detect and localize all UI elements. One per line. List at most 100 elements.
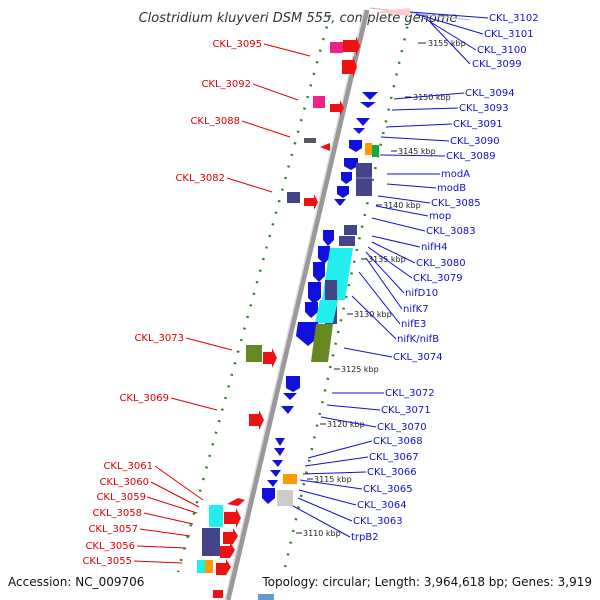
gene-label[interactable]: CKL_3094 bbox=[465, 88, 515, 99]
gene-label[interactable]: CKL_3073 bbox=[134, 333, 184, 344]
gene-label[interactable]: CKL_3092 bbox=[201, 79, 251, 90]
gene-navy[interactable] bbox=[344, 225, 357, 235]
gene-label[interactable]: CKL_3069 bbox=[119, 393, 169, 404]
gene-label[interactable]: CKL_3055 bbox=[82, 556, 132, 567]
gene-label[interactable]: CKL_3072 bbox=[385, 388, 435, 399]
gene-label[interactable]: CKL_3090 bbox=[450, 136, 500, 147]
gene-arrow[interactable] bbox=[267, 480, 278, 487]
gene-label[interactable]: CKL_3095 bbox=[212, 39, 262, 50]
gene-label[interactable]: CKL_3093 bbox=[459, 103, 509, 114]
gene-label[interactable]: CKL_3102 bbox=[489, 13, 539, 24]
gene-label[interactable]: CKL_3066 bbox=[367, 467, 417, 478]
gene-grey[interactable] bbox=[277, 490, 293, 506]
gene-label[interactable]: CKL_3059 bbox=[96, 492, 146, 503]
gene-label[interactable]: trpB2 bbox=[351, 532, 379, 543]
gene-arrow[interactable] bbox=[216, 559, 231, 575]
gene-label[interactable]: CKL_3074 bbox=[393, 352, 443, 363]
gene-grey[interactable] bbox=[304, 138, 316, 143]
gene-arrow[interactable] bbox=[274, 448, 285, 456]
gene-arrow[interactable] bbox=[281, 406, 294, 414]
gene-label[interactable]: CKL_3057 bbox=[88, 524, 138, 535]
gene-orange[interactable] bbox=[205, 560, 213, 573]
gene-arrow[interactable] bbox=[270, 470, 281, 477]
gene-arrow[interactable] bbox=[286, 376, 300, 392]
gene-arrow[interactable] bbox=[305, 302, 318, 318]
gene-label[interactable]: mop bbox=[429, 211, 451, 222]
gene-arrow[interactable] bbox=[334, 199, 346, 206]
gene-label[interactable]: CKL_3060 bbox=[99, 477, 149, 488]
gene-label[interactable]: CKL_3088 bbox=[190, 116, 240, 127]
gene-arrow[interactable] bbox=[360, 102, 376, 108]
gene-label[interactable]: CKL_3056 bbox=[85, 541, 135, 552]
gene-label[interactable]: CKL_3085 bbox=[431, 198, 481, 209]
gene-arrow[interactable] bbox=[262, 488, 275, 504]
gene-label[interactable]: CKL_3058 bbox=[92, 508, 142, 519]
gene-label[interactable]: CKL_3100 bbox=[477, 45, 527, 56]
gene-arrow[interactable] bbox=[223, 528, 238, 544]
gene-arrow[interactable] bbox=[343, 36, 360, 56]
gene-arrow[interactable] bbox=[272, 460, 283, 467]
gene-orange[interactable] bbox=[365, 143, 372, 155]
gene-label[interactable]: CKL_3101 bbox=[484, 29, 534, 40]
gene-label[interactable]: nifE3 bbox=[401, 319, 426, 330]
gene-arrow[interactable] bbox=[304, 194, 318, 210]
gene-label[interactable]: nifD10 bbox=[405, 288, 438, 299]
gene-label[interactable]: CKL_3065 bbox=[363, 484, 413, 495]
gene-arrow[interactable] bbox=[356, 118, 370, 126]
gene-label[interactable]: CKL_3089 bbox=[446, 151, 496, 162]
gene-label[interactable]: CKL_3061 bbox=[103, 461, 153, 472]
gene-arrow[interactable] bbox=[249, 410, 264, 430]
gene-arrow[interactable] bbox=[320, 143, 330, 151]
gene-label[interactable]: CKL_3083 bbox=[426, 226, 476, 237]
gene-label[interactable]: nifK7 bbox=[403, 304, 429, 315]
gene-navy[interactable] bbox=[202, 528, 220, 556]
gene-label[interactable]: nifK/nifB bbox=[397, 334, 439, 345]
gene-arrow[interactable] bbox=[349, 140, 362, 152]
gene-label[interactable]: CKL_3064 bbox=[357, 500, 407, 511]
gene-arrow[interactable] bbox=[224, 508, 241, 528]
gene-label[interactable]: CKL_3068 bbox=[373, 436, 423, 447]
gene-arrow[interactable] bbox=[342, 56, 357, 78]
gene-olive[interactable] bbox=[246, 345, 262, 362]
gene-arrow[interactable] bbox=[323, 230, 334, 246]
gene-orange[interactable] bbox=[283, 474, 297, 484]
gene-label[interactable]: CKL_3099 bbox=[472, 59, 522, 70]
gene-arrow[interactable] bbox=[308, 282, 321, 304]
gene-navy[interactable] bbox=[356, 163, 372, 196]
gene-red[interactable] bbox=[213, 590, 223, 598]
gene-arrow[interactable] bbox=[362, 92, 378, 100]
gene-label[interactable]: CKL_3071 bbox=[381, 405, 431, 416]
gene-blue-bottom[interactable] bbox=[258, 594, 274, 600]
gene-arrow[interactable] bbox=[263, 348, 277, 368]
gene-navy[interactable] bbox=[339, 236, 355, 246]
gene-arrow[interactable] bbox=[227, 498, 245, 506]
gene-arrow[interactable] bbox=[344, 158, 358, 170]
gene-label[interactable]: nifH4 bbox=[421, 242, 448, 253]
gene-arrow[interactable] bbox=[330, 100, 344, 116]
gene-olive[interactable] bbox=[311, 324, 333, 362]
gene-label[interactable]: CKL_3067 bbox=[369, 452, 419, 463]
gene-arrow[interactable] bbox=[275, 438, 285, 446]
gene-label[interactable]: CKL_3079 bbox=[413, 273, 463, 284]
gene-arrow[interactable] bbox=[283, 393, 297, 400]
gene-cyan[interactable] bbox=[209, 505, 223, 527]
gene-arrow[interactable] bbox=[341, 172, 352, 184]
gene-cyan[interactable] bbox=[315, 300, 338, 323]
gene-label[interactable]: CKL_3082 bbox=[175, 173, 225, 184]
gene-label[interactable]: CKL_3080 bbox=[416, 258, 466, 269]
gene-pink[interactable] bbox=[313, 96, 325, 108]
gene-label[interactable]: CKL_3091 bbox=[453, 119, 503, 130]
gene-green[interactable] bbox=[372, 145, 379, 157]
gene-label[interactable]: modB bbox=[437, 183, 466, 194]
gene-cyan[interactable] bbox=[197, 560, 205, 573]
gene-navy[interactable] bbox=[287, 192, 300, 203]
gene-label[interactable]: CKL_3063 bbox=[353, 516, 403, 527]
gene-arrow[interactable] bbox=[337, 186, 349, 198]
gene-arrow[interactable] bbox=[318, 246, 330, 264]
gene-label[interactable]: CKL_3070 bbox=[377, 422, 427, 433]
gene-arrow[interactable] bbox=[220, 542, 235, 558]
gene-arrow[interactable] bbox=[313, 262, 325, 282]
gene-pink[interactable] bbox=[330, 42, 343, 53]
gene-arrow[interactable] bbox=[353, 128, 365, 134]
gene-label[interactable]: modA bbox=[441, 169, 470, 180]
